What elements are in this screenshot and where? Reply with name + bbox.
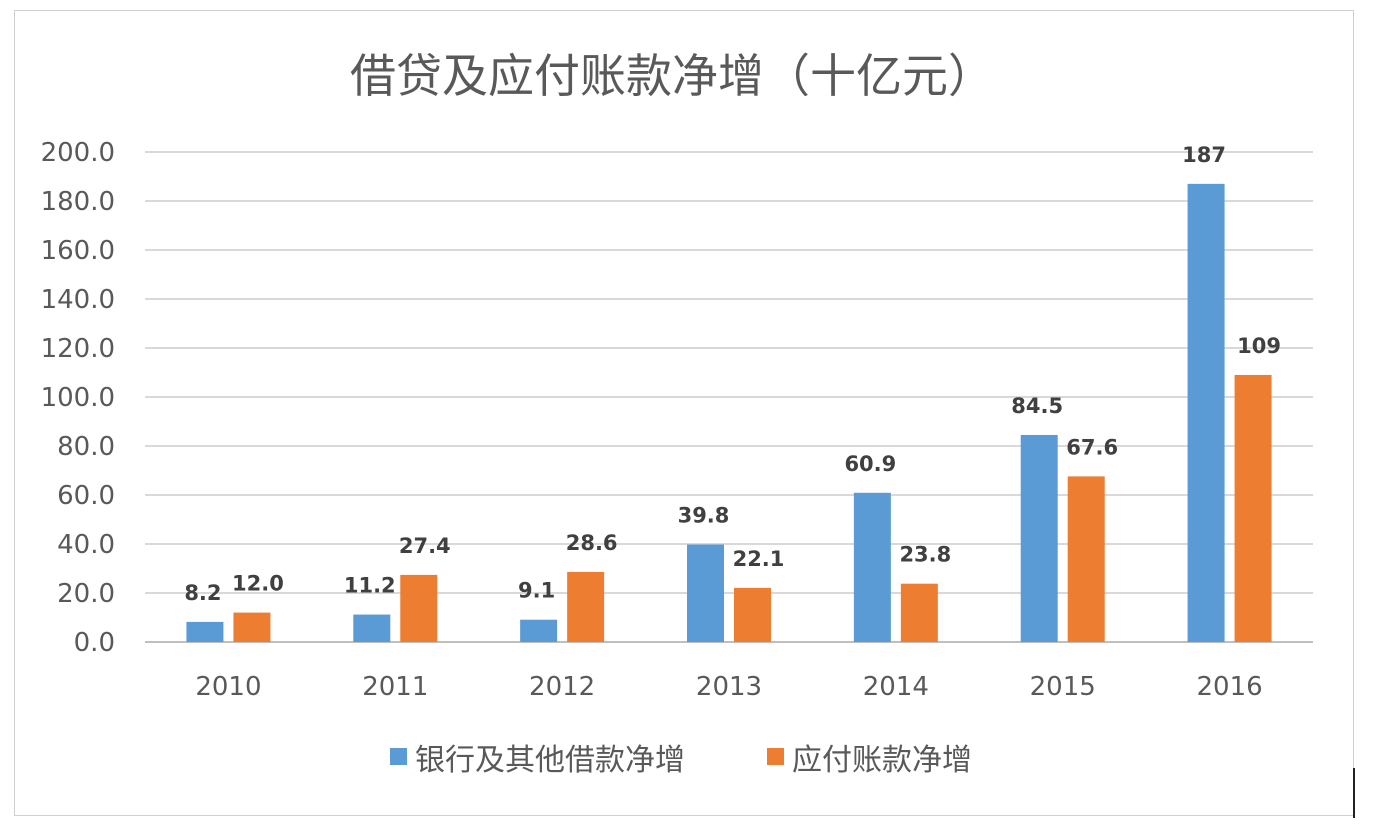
edge-marker	[1353, 768, 1355, 818]
bar-bank-loans	[186, 621, 224, 642]
bar-bank-loans	[1187, 183, 1225, 642]
bar-bank-loans	[520, 619, 558, 642]
x-category-label: 2013	[696, 672, 762, 702]
y-tick-label: 40.0	[57, 530, 115, 560]
data-label-payables: 27.4	[399, 534, 451, 558]
x-category-label: 2015	[1030, 672, 1096, 702]
y-tick-label: 180.0	[41, 187, 115, 217]
legend-swatch-payables	[767, 748, 784, 765]
legend: 银行及其他借款净增 应付账款净增	[390, 743, 972, 778]
data-label-payables: 22.1	[733, 547, 785, 571]
y-axis: 0.0 20.0 40.0 60.0 80.0 100.0 120.0 140.0 160.0 1…	[41, 138, 115, 658]
legend-label-bank-loans[interactable]: 银行及其他借款净增	[415, 743, 685, 778]
bar-payables	[1234, 374, 1272, 642]
bar-payables	[233, 612, 271, 642]
gridlines	[145, 151, 1313, 643]
data-label-payables: 67.6	[1066, 435, 1118, 459]
chart-title: 借贷及应付账款净增（十亿元）	[350, 49, 994, 103]
y-tick-label: 60.0	[57, 481, 115, 511]
legend-label-payables[interactable]: 应付账款净增	[792, 743, 972, 778]
data-label-bank-loans: 11.2	[344, 574, 396, 598]
y-tick-label: 140.0	[41, 285, 115, 315]
data-label-payables: 109	[1237, 334, 1281, 358]
y-tick-label: 100.0	[41, 383, 115, 413]
bar-payables	[734, 587, 771, 642]
data-labels: 8.2 12.0 11.227.4 9.1 28.6 39.822.1 60.9 23.8 84…	[184, 143, 1281, 605]
x-axis: 2010 2011 2012 2013 2014 2015 2016	[195, 672, 1262, 702]
x-category-label: 2012	[529, 672, 595, 702]
bar-bank-loans	[353, 614, 391, 642]
data-label-bank-loans: 8.2	[184, 581, 221, 605]
data-label-bank-loans: 9.1	[518, 579, 555, 603]
y-tick-label: 80.0	[57, 432, 115, 462]
data-label-payables: 12.0	[232, 572, 284, 596]
bar-payables	[567, 571, 605, 642]
data-label-bank-loans: 187	[1182, 143, 1226, 167]
bar-bank-loans	[1020, 434, 1058, 642]
chart-frame	[14, 10, 1354, 816]
data-label-bank-loans: 84.5	[1011, 394, 1063, 418]
legend-swatch-bank-loans	[390, 748, 407, 765]
x-category-label: 2011	[362, 672, 428, 702]
data-label-payables: 28.6	[566, 531, 618, 555]
y-tick-label: 0.0	[74, 628, 115, 658]
bar-bank-loans	[853, 492, 891, 642]
bars	[186, 183, 1272, 642]
data-label-bank-loans: 60.9	[844, 452, 896, 476]
x-category-label: 2014	[863, 672, 929, 702]
x-category-label: 2010	[195, 672, 261, 702]
y-tick-label: 200.0	[41, 138, 115, 168]
bar-payables	[400, 574, 438, 642]
data-label-bank-loans: 39.8	[678, 503, 730, 527]
data-label-payables: 23.8	[899, 543, 951, 567]
bar-bank-loans	[687, 544, 724, 642]
bar-payables	[1067, 476, 1105, 642]
y-tick-label: 120.0	[41, 334, 115, 364]
y-tick-label: 20.0	[57, 579, 115, 609]
bar-payables	[900, 583, 938, 642]
x-category-label: 2016	[1196, 672, 1262, 702]
y-tick-label: 160.0	[41, 236, 115, 266]
